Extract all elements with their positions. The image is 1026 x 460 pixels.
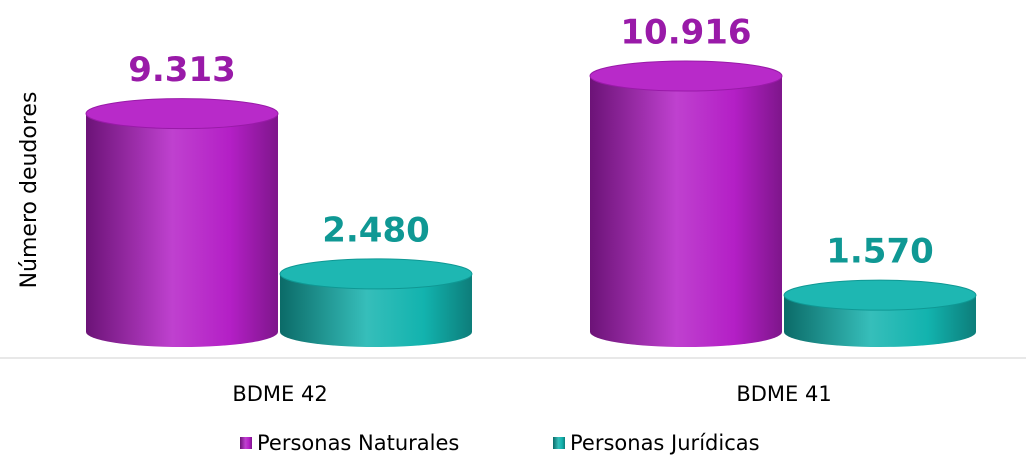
cylinder-top: [783, 279, 977, 311]
data-label: 2.480: [322, 210, 430, 250]
cylinder-top: [85, 98, 279, 130]
cylinder: [279, 258, 473, 347]
data-label: 10.916: [620, 13, 751, 53]
data-label: 1.570: [826, 232, 934, 272]
cylinder-body: [280, 273, 472, 347]
cylinder: [85, 98, 279, 347]
data-label: 9.313: [128, 50, 236, 90]
legend-label: Personas Naturales: [257, 431, 459, 455]
x-tick-label: BDME 41: [736, 382, 831, 406]
y-axis-title: Número deudores: [17, 92, 42, 289]
legend-marker: [553, 437, 565, 449]
cylinder: [589, 60, 783, 347]
cylinder-top: [279, 258, 473, 290]
cylinder-top: [589, 60, 783, 92]
cylinder: [783, 279, 977, 347]
legend-label: Personas Jurídicas: [570, 431, 760, 455]
legend-marker: [240, 437, 252, 449]
x-tick-label: BDME 42: [232, 382, 327, 406]
cylinder-body: [86, 113, 278, 347]
cylinder-body: [590, 76, 782, 347]
